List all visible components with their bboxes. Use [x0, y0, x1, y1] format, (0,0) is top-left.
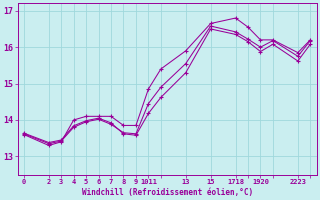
X-axis label: Windchill (Refroidissement éolien,°C): Windchill (Refroidissement éolien,°C): [82, 188, 253, 197]
